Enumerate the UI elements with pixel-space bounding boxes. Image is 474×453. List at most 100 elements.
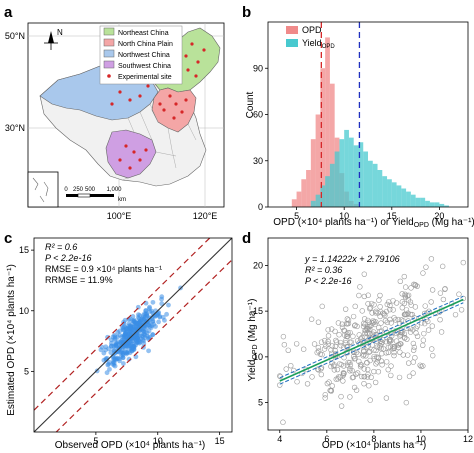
regression-line xyxy=(279,298,464,382)
scatter-point xyxy=(414,333,421,340)
panel-d-plot: 4 6 8 10 12 5 10 15 20 xyxy=(253,237,473,444)
scatter-point xyxy=(406,373,413,380)
scatter-point xyxy=(341,370,347,377)
y-tick-label: 60 xyxy=(253,110,263,120)
scatter-point xyxy=(336,374,342,380)
scale-label-500: 500 xyxy=(85,187,96,193)
panel-a: a Northeast China North China Plain Northw… xyxy=(4,4,225,221)
scatter-point xyxy=(156,319,161,325)
scatter-point xyxy=(277,382,283,388)
scatter-point xyxy=(136,321,142,326)
scatter-point xyxy=(329,383,335,389)
histogram-bar xyxy=(363,151,368,207)
x-tick-label: 20 xyxy=(434,211,444,221)
scatter-point xyxy=(383,338,389,345)
panel-c-stat-r2: R² = 0.6 xyxy=(45,242,77,252)
experimental-site-marker xyxy=(194,74,198,78)
panel-c-marks xyxy=(34,238,232,432)
experimental-site-marker xyxy=(132,150,136,154)
scatter-point xyxy=(344,331,350,337)
panel-b: b 5 10 15 20 0 30 60 90 Count OPD (×10⁴ plants … xyxy=(242,4,474,229)
scatter-point xyxy=(139,333,145,339)
scatter-point xyxy=(347,339,353,345)
scatter-point xyxy=(159,301,165,307)
legend-label: Experimental site xyxy=(118,74,172,81)
scatter-point xyxy=(383,395,390,401)
scatter-point xyxy=(328,363,334,370)
scatter-point xyxy=(361,366,367,372)
panel-c-stat-p: P < 2.2e-16 xyxy=(45,253,91,263)
histogram-bar xyxy=(415,197,421,207)
scatter-point xyxy=(382,312,388,319)
scatter-point xyxy=(364,374,371,380)
scatter-point xyxy=(371,356,377,362)
scatter-point xyxy=(104,370,110,376)
histogram-bar xyxy=(329,163,335,207)
scatter-point xyxy=(429,287,436,293)
histogram-bar xyxy=(353,145,359,207)
x-tick-label: 10 xyxy=(339,211,349,221)
scatter-point xyxy=(141,329,146,335)
y-tick-label: 5 xyxy=(24,366,29,376)
scatter-point xyxy=(374,344,381,350)
histogram-bar xyxy=(425,200,430,207)
experimental-site-marker xyxy=(118,90,122,94)
scatter-point xyxy=(428,256,435,262)
scatter-point xyxy=(377,304,383,310)
scatter-point xyxy=(147,306,152,311)
scatter-point xyxy=(366,383,372,389)
histogram-bar xyxy=(387,179,392,207)
scatter-point xyxy=(338,403,345,409)
scatter-point xyxy=(314,349,320,356)
panel-b-ylabel: Count xyxy=(245,91,256,118)
scatter-point xyxy=(362,327,369,333)
scatter-point xyxy=(397,278,404,285)
legend-label: North China Plain xyxy=(118,41,173,48)
panel-c-xlabel: Observed OPD (×10⁴ plants ha⁻¹) xyxy=(55,440,205,451)
scatter-point xyxy=(315,344,322,351)
legend-yield-swatch xyxy=(286,39,298,47)
scatter-point xyxy=(368,374,374,381)
scatter-point xyxy=(365,343,371,349)
scatter-point xyxy=(280,419,286,425)
panel-c-ylabel: Estimated OPD (×10⁴ plants ha⁻¹) xyxy=(6,264,17,416)
scatter-point xyxy=(357,361,364,368)
scatter-point xyxy=(349,367,355,374)
scatter-point xyxy=(358,373,365,380)
histogram-bar xyxy=(410,194,416,207)
histogram-bar xyxy=(434,202,440,207)
scatter-point xyxy=(361,316,368,322)
scatter-point xyxy=(119,334,125,340)
panel-c-plot: 5 10 15 5 10 15 xyxy=(19,237,233,446)
scatter-point xyxy=(332,343,339,350)
scatter-point xyxy=(280,333,287,340)
scatter-point xyxy=(377,338,383,344)
scatter-point xyxy=(101,357,107,363)
scatter-point xyxy=(347,359,353,366)
scatter-point xyxy=(319,351,325,358)
scatter-point xyxy=(388,372,394,379)
legend-swatch xyxy=(103,60,115,69)
panel-a-letter: a xyxy=(4,4,13,21)
scatter-point xyxy=(421,310,428,317)
scatter-point xyxy=(119,338,125,343)
scatter-point xyxy=(383,350,389,356)
scatter-point xyxy=(308,316,315,322)
scatter-point xyxy=(345,320,352,327)
plot-frame xyxy=(267,237,469,431)
scale-label-0: 0 xyxy=(64,187,68,193)
scatter-point xyxy=(375,324,382,331)
scatter-point xyxy=(411,344,418,351)
scatter-point xyxy=(348,339,354,345)
y-tick-label: 10 xyxy=(19,306,29,316)
scatter-point xyxy=(417,315,424,322)
legend-swatch xyxy=(103,38,115,47)
scatter-point xyxy=(437,316,443,323)
region-southwest xyxy=(105,129,157,179)
legend-swatch xyxy=(103,49,115,58)
experimental-site-marker xyxy=(158,102,162,106)
legend-label: Northwest China xyxy=(118,52,170,59)
scatter-point xyxy=(404,336,410,342)
histogram-bar xyxy=(325,37,330,207)
